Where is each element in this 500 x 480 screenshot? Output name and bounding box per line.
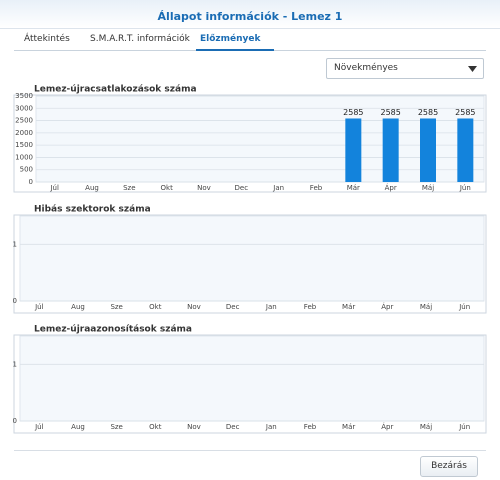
y-tick-label: 0 <box>13 417 17 425</box>
y-tick-label: 0 <box>13 297 17 305</box>
x-tick-label: Már <box>342 423 355 431</box>
data-label: 2585 <box>418 108 438 117</box>
charts: Lemez-újracsatlakozások száma 0 500 1000 150… <box>13 85 487 434</box>
x-tick-label: Dec <box>226 303 240 311</box>
x-tick-label: Aug <box>71 303 85 311</box>
plot-area <box>19 335 485 422</box>
y-tick-label: 2500 <box>15 117 33 125</box>
tab-bar: Áttekintés S.M.A.R.T. információk Előzmé… <box>14 30 486 51</box>
x-tick-label: Jan <box>265 303 277 311</box>
x-tick-label: Ápr <box>385 183 397 192</box>
tab[interactable]: Áttekintés <box>24 34 70 44</box>
x-tick-label: Aug <box>71 423 85 431</box>
y-tick-label: 3000 <box>15 104 33 112</box>
y-tick-label: 500 <box>20 166 33 174</box>
active-tab-indicator <box>196 49 274 51</box>
y-tick-label: 1000 <box>15 153 33 161</box>
x-tick-label: Dec <box>235 184 249 192</box>
y-tick-label: 1 <box>13 240 17 248</box>
y-tick-label: 1500 <box>15 141 33 149</box>
x-tick-label: Nov <box>187 303 201 311</box>
x-tick-label: Már <box>342 303 355 311</box>
x-tick-label: Máj <box>420 303 432 311</box>
x-tick-label: Sze <box>110 303 122 311</box>
x-tick-label: Jún <box>458 423 470 431</box>
x-tick-label: Okt <box>149 303 162 311</box>
x-tick-label: Júl <box>34 303 44 311</box>
separator <box>14 450 486 451</box>
x-tick-label: Dec <box>226 423 240 431</box>
x-tick-label: Máj <box>422 184 434 192</box>
x-tick-label: Már <box>347 184 360 192</box>
x-tick-label: Jan <box>272 184 284 192</box>
dropdown-arrow <box>468 66 477 72</box>
header: Állapot információk - Lemez 1 <box>0 0 500 29</box>
data-label: 2585 <box>380 108 400 117</box>
plot-area <box>19 215 485 302</box>
dropdown-value: Növekményes <box>334 63 398 73</box>
close-button[interactable]: Bezárás <box>420 456 478 477</box>
x-tick-label: Ápr <box>381 422 393 431</box>
x-tick-label: Feb <box>310 184 323 192</box>
x-tick-label: Máj <box>420 423 432 431</box>
y-tick-label: 3500 <box>15 92 33 100</box>
bar <box>382 118 399 182</box>
x-tick-label: Júl <box>34 423 44 431</box>
x-tick-label: Okt <box>149 423 162 431</box>
x-tick-label: Aug <box>85 184 99 192</box>
bar <box>345 118 362 182</box>
chart-title: Hibás szektorok száma <box>34 205 151 215</box>
x-tick-label: Nov <box>197 184 211 192</box>
x-tick-label: Júl <box>49 184 59 192</box>
x-tick-label: Nov <box>187 423 201 431</box>
x-tick-label: Sze <box>123 184 135 192</box>
plot-area <box>35 95 485 183</box>
bar <box>420 118 436 182</box>
chart-title: Lemez-újracsatlakozások száma <box>34 85 197 95</box>
x-tick-label: Sze <box>110 423 122 431</box>
tab[interactable]: Előzmények <box>200 34 261 44</box>
x-tick-label: Jún <box>459 184 471 192</box>
bar <box>457 118 474 182</box>
data-label: 2585 <box>343 108 363 117</box>
y-tick-label: 2000 <box>15 129 33 137</box>
chart-title: Lemez-újraazonosítások száma <box>34 325 192 335</box>
x-tick-label: Okt <box>161 184 174 192</box>
y-tick-label: 1 <box>13 360 17 368</box>
dialog-title: Állapot információk - Lemez 1 <box>157 10 343 23</box>
x-tick-label: Ápr <box>381 302 393 311</box>
tab[interactable]: S.M.A.R.T. információk <box>90 34 190 44</box>
dropdown[interactable]: Növekményes <box>326 58 484 79</box>
x-tick-label: Jún <box>458 303 470 311</box>
data-label: 2585 <box>455 108 475 117</box>
x-tick-label: Feb <box>304 423 317 431</box>
y-tick-label: 0 <box>29 178 33 186</box>
x-tick-label: Feb <box>304 303 317 311</box>
x-tick-label: Jan <box>265 423 277 431</box>
